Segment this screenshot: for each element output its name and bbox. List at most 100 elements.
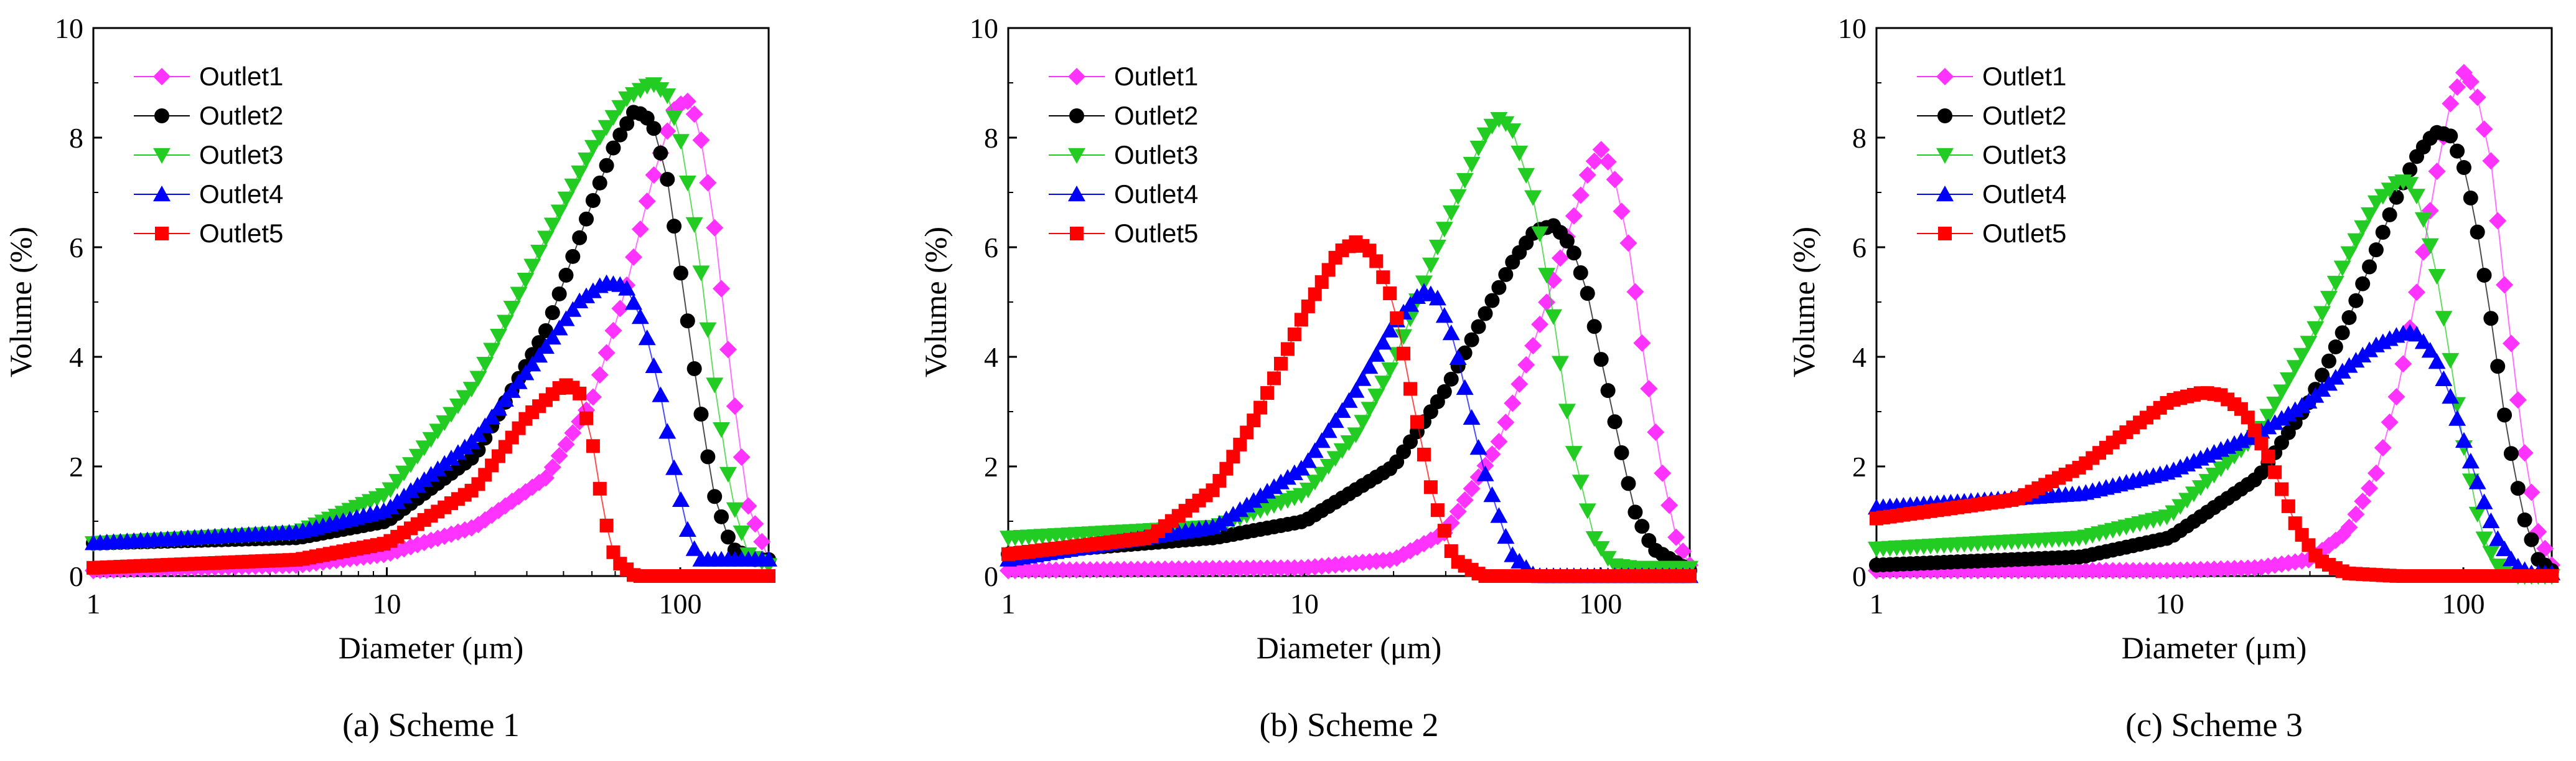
data-point bbox=[2307, 321, 2325, 338]
legend-label: Outlet5 bbox=[1114, 219, 1198, 248]
data-point bbox=[1436, 384, 1452, 399]
y-axis-label: Volume (%) bbox=[918, 227, 953, 377]
data-point bbox=[1410, 415, 1424, 429]
data-point bbox=[536, 230, 555, 247]
data-point bbox=[2475, 531, 2493, 547]
data-point bbox=[523, 356, 541, 372]
data-point bbox=[1435, 222, 1453, 238]
data-point bbox=[2456, 160, 2471, 176]
series-outlet3 bbox=[1868, 174, 2560, 585]
data-point bbox=[2428, 353, 2446, 369]
data-point bbox=[2266, 396, 2284, 413]
x-axis-label: Diameter (μm) bbox=[2122, 630, 2307, 665]
data-point bbox=[658, 423, 677, 439]
series-outlet1 bbox=[1000, 141, 1698, 580]
data-point bbox=[1319, 459, 1337, 475]
data-point bbox=[558, 267, 574, 283]
data-point bbox=[1607, 414, 1623, 430]
data-point bbox=[678, 176, 696, 192]
x-axis-label: Diameter (μm) bbox=[1257, 630, 1442, 665]
data-point bbox=[2489, 530, 2507, 546]
data-point bbox=[1524, 337, 1542, 355]
data-point bbox=[2259, 409, 2277, 425]
data-point bbox=[2387, 388, 2405, 406]
data-point bbox=[2482, 512, 2500, 529]
data-point bbox=[483, 343, 501, 359]
series-outlet2 bbox=[1869, 125, 2559, 579]
data-point bbox=[490, 328, 507, 345]
data-point bbox=[579, 411, 594, 425]
data-point bbox=[2247, 423, 2262, 438]
data-point bbox=[678, 521, 696, 537]
data-point bbox=[1294, 313, 1308, 327]
data-point bbox=[565, 248, 581, 264]
data-point bbox=[564, 301, 582, 317]
legend: Outlet1 Outlet2 Outlet3 Outlet4 Outlet5 bbox=[134, 62, 283, 248]
data-point bbox=[1538, 268, 1556, 284]
data-point bbox=[1299, 482, 1317, 499]
legend-label: Outlet1 bbox=[1982, 62, 2066, 91]
data-point bbox=[1634, 519, 1650, 534]
data-point bbox=[667, 219, 682, 234]
legend-marker bbox=[153, 68, 171, 85]
y-tick-label: 10 bbox=[970, 12, 998, 44]
data-point bbox=[726, 397, 744, 415]
legend-label: Outlet4 bbox=[1982, 179, 2066, 209]
legend-label: Outlet4 bbox=[1114, 179, 1198, 209]
data-point bbox=[490, 400, 507, 416]
data-point bbox=[476, 356, 494, 373]
data-point bbox=[2293, 397, 2311, 413]
data-point bbox=[545, 305, 560, 321]
data-point bbox=[2448, 410, 2466, 426]
data-point bbox=[2348, 293, 2364, 308]
data-point bbox=[564, 424, 582, 442]
data-point bbox=[1449, 503, 1467, 521]
data-point bbox=[1476, 127, 1494, 143]
data-point bbox=[2374, 438, 2392, 456]
data-point bbox=[503, 301, 521, 317]
series-outlet3 bbox=[1000, 112, 1698, 577]
data-point bbox=[2502, 334, 2520, 352]
data-point bbox=[557, 310, 575, 326]
data-point bbox=[517, 364, 535, 380]
data-point bbox=[1660, 496, 1679, 514]
data-point bbox=[713, 280, 731, 298]
data-point bbox=[2421, 238, 2439, 254]
data-point bbox=[1361, 358, 1379, 374]
data-point bbox=[1621, 476, 1636, 491]
data-point bbox=[692, 131, 710, 149]
data-point bbox=[2442, 95, 2460, 113]
data-point bbox=[2503, 446, 2519, 461]
data-point bbox=[543, 458, 561, 476]
data-point bbox=[1333, 402, 1351, 418]
data-point bbox=[517, 273, 535, 289]
data-point bbox=[1267, 371, 1281, 385]
data-point bbox=[1565, 446, 1583, 462]
data-point bbox=[1361, 402, 1379, 418]
data-point bbox=[606, 140, 621, 156]
data-point bbox=[1314, 275, 1329, 289]
y-tick-label: 6 bbox=[69, 232, 83, 263]
data-point bbox=[1421, 257, 1440, 273]
series-outlet5 bbox=[1870, 386, 2559, 583]
data-point bbox=[1571, 475, 1590, 491]
data-point bbox=[382, 482, 400, 498]
data-point bbox=[550, 447, 568, 465]
data-point bbox=[665, 459, 683, 475]
data-point bbox=[2362, 259, 2377, 275]
legend-marker bbox=[1068, 148, 1085, 164]
data-point bbox=[1640, 380, 1658, 398]
data-point bbox=[2375, 225, 2391, 240]
legend-marker bbox=[153, 186, 171, 202]
data-point bbox=[469, 371, 487, 387]
data-point bbox=[2455, 432, 2473, 448]
data-point bbox=[456, 390, 474, 406]
data-point bbox=[1333, 443, 1351, 459]
data-point bbox=[1478, 306, 1493, 321]
legend-label: Outlet3 bbox=[1982, 140, 2066, 169]
data-point bbox=[2414, 333, 2432, 349]
data-point bbox=[2468, 473, 2486, 489]
data-point bbox=[2421, 342, 2439, 358]
data-point bbox=[2402, 162, 2418, 177]
data-point bbox=[2326, 275, 2344, 292]
